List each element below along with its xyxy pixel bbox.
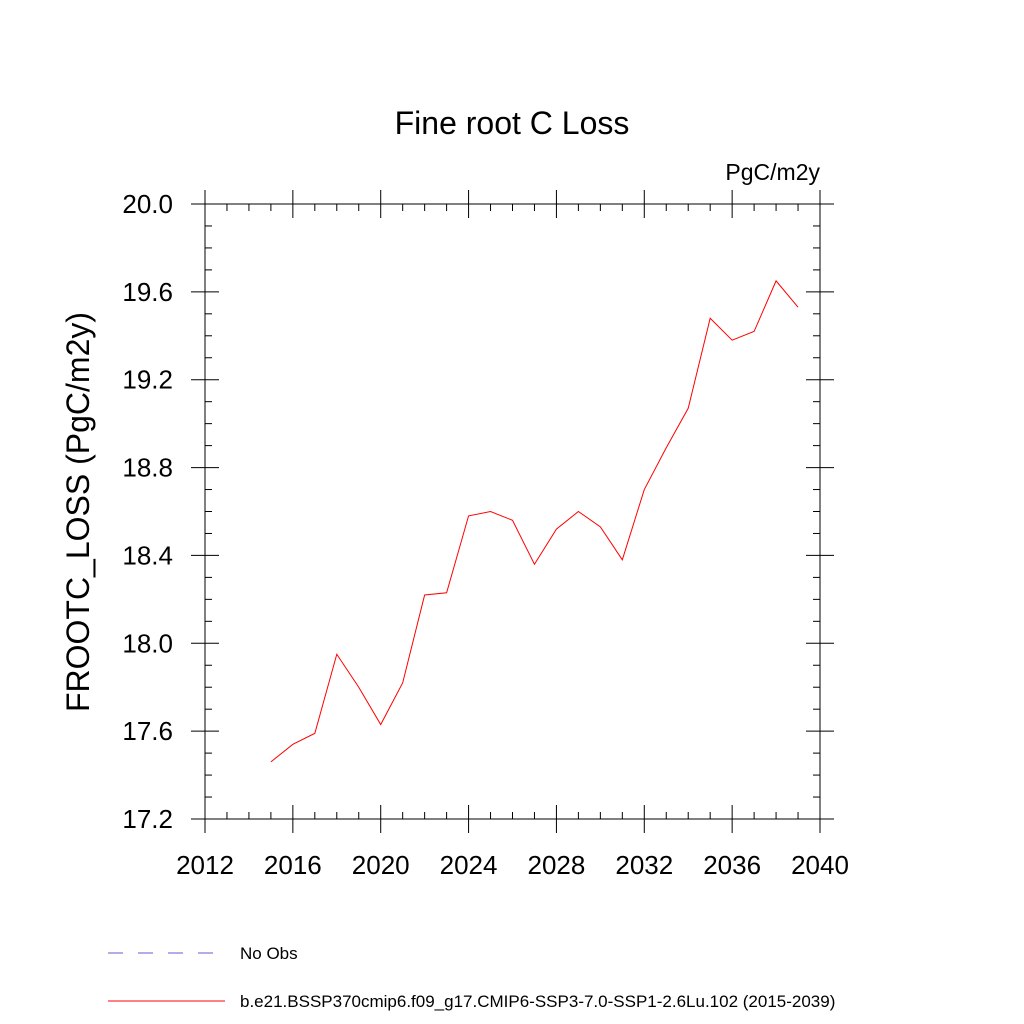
y-axis-label: FROOTC_LOSS (PgC/m2y) xyxy=(60,312,96,712)
y-tick-label: 19.2 xyxy=(122,365,173,395)
x-tick-label: 2040 xyxy=(791,850,849,880)
series-layer xyxy=(270,279,799,763)
x-tick-label: 2032 xyxy=(615,850,673,880)
series-line-0 xyxy=(270,279,799,763)
x-tick-label: 2020 xyxy=(352,850,410,880)
y-tick-label: 19.6 xyxy=(122,277,173,307)
axis-tick-labels: 2012 2016 2020 2024 2028 2032 2036 2040 17.2 17.6… xyxy=(122,189,849,880)
y-tick-label: 17.2 xyxy=(122,804,173,834)
x-tick-label: 2036 xyxy=(703,850,761,880)
legend: No Obs b.e21.BSSP370cmip6.f09_g17.CMIP6-… xyxy=(108,944,835,1011)
y-tick-label: 18.0 xyxy=(122,628,173,658)
legend-label-model-run: b.e21.BSSP370cmip6.f09_g17.CMIP6-SSP3-7.… xyxy=(240,992,835,1011)
units-label: PgC/m2y xyxy=(725,159,820,185)
y-tick-label: 20.0 xyxy=(122,189,173,219)
axis-ticks xyxy=(191,190,834,833)
x-tick-label: 2016 xyxy=(264,850,322,880)
y-tick-label: 18.8 xyxy=(122,453,173,483)
y-tick-label: 17.6 xyxy=(122,716,173,746)
x-tick-label: 2012 xyxy=(176,850,234,880)
y-tick-label: 18.4 xyxy=(122,540,173,570)
legend-label-no-obs: No Obs xyxy=(240,944,298,963)
x-tick-label: 2024 xyxy=(440,850,498,880)
plot-frame xyxy=(204,203,821,820)
chart-title: Fine root C Loss xyxy=(395,105,630,141)
x-tick-label: 2028 xyxy=(528,850,586,880)
